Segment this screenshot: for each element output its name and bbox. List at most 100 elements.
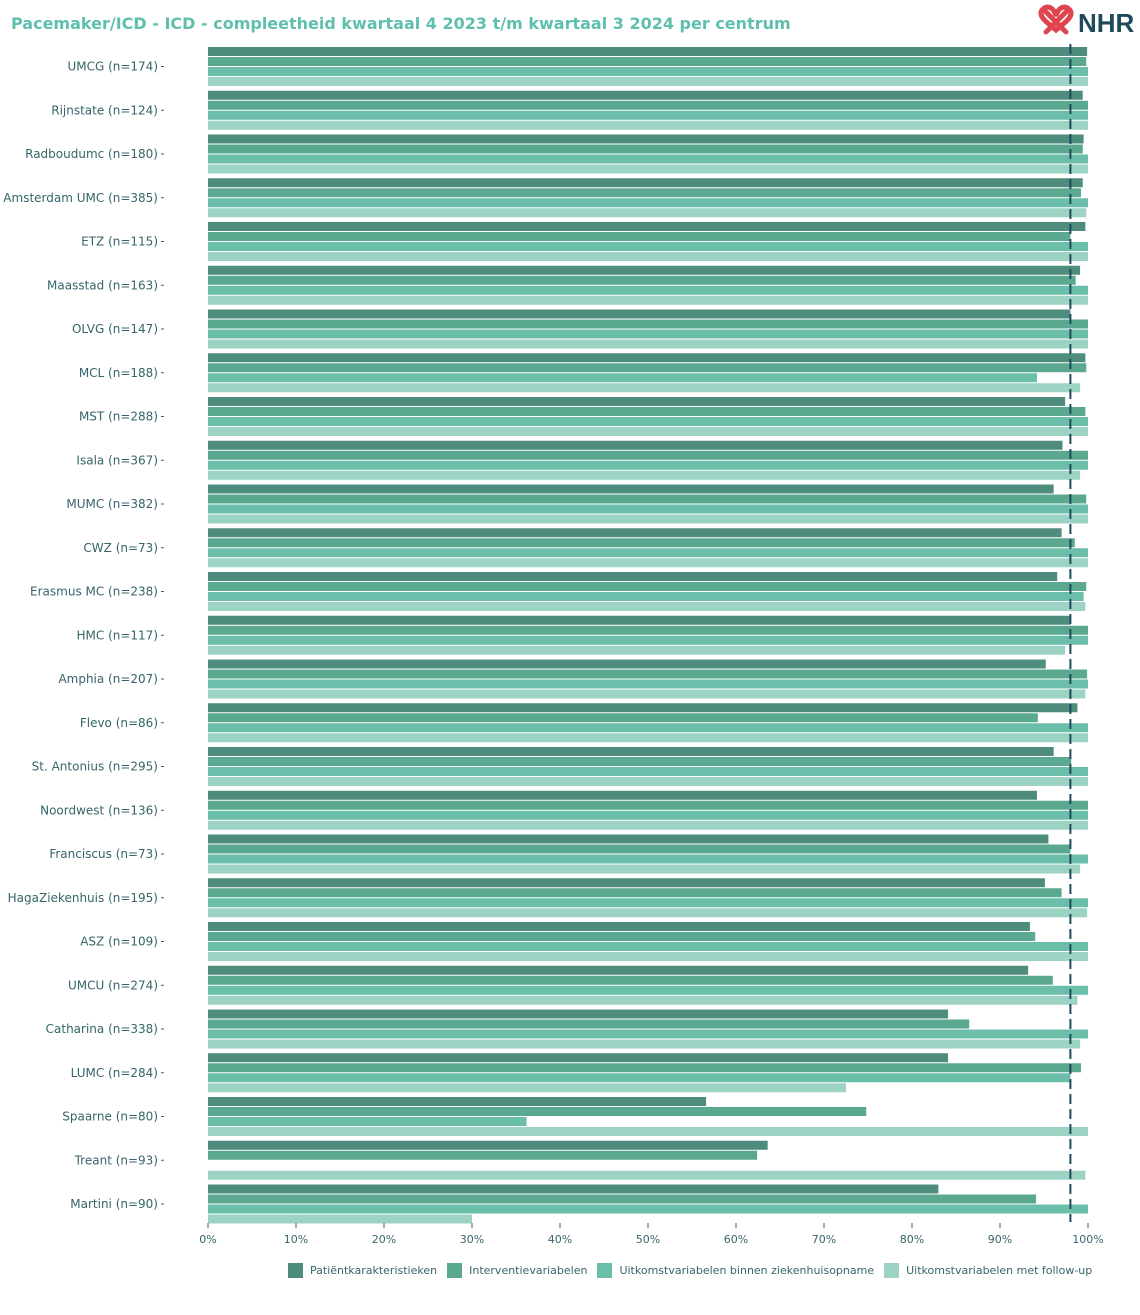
bar-4 [208, 1214, 472, 1224]
bar-1 [208, 965, 1029, 975]
category-label: Rijnstate (n=124) [51, 103, 158, 117]
bar-2 [208, 932, 1036, 941]
bar-2 [208, 494, 1087, 504]
x-tick-label: 90% [988, 1233, 1012, 1246]
category-label: Franciscus (n=73) [49, 847, 158, 861]
category-label: HMC (n=117) [77, 628, 159, 642]
bar-3 [208, 67, 1088, 76]
legend-swatch [447, 1263, 463, 1278]
x-tick-label: 100% [1072, 1233, 1103, 1246]
legend-label: Uitkomstvariabelen met follow-up [906, 1264, 1093, 1277]
bar-2 [208, 275, 1076, 285]
legend-swatch [597, 1263, 613, 1278]
bar-2 [208, 232, 1071, 241]
bar-4 [208, 995, 1078, 1005]
bar-3 [208, 723, 1088, 733]
bar-4 [208, 339, 1088, 349]
bar-1 [208, 265, 1081, 275]
bar-4 [208, 908, 1088, 918]
bar-3 [208, 329, 1088, 339]
logo-text: NHR [1078, 8, 1135, 38]
bar-4 [208, 1039, 1081, 1049]
category-label: UMCG (n=174) [67, 60, 158, 74]
bar-4 [208, 864, 1081, 874]
legend-label: Interventievariabelen [469, 1264, 588, 1277]
bar-1 [208, 222, 1086, 231]
bar-2 [208, 188, 1081, 198]
bar-2 [208, 1019, 970, 1029]
legend-label: Uitkomstvariabelen binnen ziekenhuisopna… [619, 1264, 875, 1277]
bar-4 [208, 602, 1086, 611]
bar-4 [208, 1127, 1088, 1136]
bar-1 [208, 1097, 707, 1106]
bar-3 [208, 854, 1088, 864]
bar-1 [208, 1184, 939, 1194]
category-label: Flevo (n=86) [80, 716, 158, 730]
category-label: Isala (n=367) [76, 453, 158, 467]
category-label: ASZ (n=109) [80, 935, 158, 949]
bar-1 [208, 1053, 949, 1063]
category-label: Noordwest (n=136) [40, 803, 158, 817]
bar-4 [208, 952, 1088, 961]
x-tick-label: 20% [372, 1233, 396, 1246]
bar-1 [208, 484, 1054, 494]
bar-4 [208, 689, 1086, 699]
bar-2 [208, 1107, 867, 1116]
bar-3 [208, 1204, 1088, 1214]
bar-1 [208, 178, 1083, 188]
x-tick-label: 0% [199, 1233, 216, 1246]
bar-3 [208, 898, 1088, 908]
bar-3 [208, 285, 1088, 295]
bar-3 [208, 592, 1084, 601]
bar-1 [208, 703, 1078, 713]
bar-3 [208, 417, 1088, 426]
bar-2 [208, 1063, 1081, 1073]
bar-2 [208, 975, 1053, 985]
bar-1 [208, 659, 1046, 669]
category-label: MCL (n=188) [79, 366, 158, 380]
category-label: UMCU (n=274) [68, 978, 158, 992]
category-label: MST (n=288) [79, 410, 158, 424]
bar-2 [208, 713, 1038, 723]
bar-3 [208, 767, 1088, 776]
bar-1 [208, 572, 1058, 581]
category-label: Amphia (n=207) [58, 672, 158, 686]
category-label: Erasmus MC (n=238) [30, 585, 158, 599]
bar-3 [208, 110, 1088, 120]
bar-3 [208, 460, 1088, 470]
bar-3 [208, 548, 1088, 558]
bar-2 [208, 407, 1086, 416]
category-label: LUMC (n=284) [71, 1066, 158, 1080]
bar-2 [208, 844, 1071, 854]
bar-4 [208, 1170, 1086, 1180]
bar-4 [208, 1083, 846, 1093]
bar-1 [208, 834, 1049, 844]
legend: Patiëntkarakteristieken Interventievariab… [288, 1263, 1102, 1278]
heart-cross-icon [1038, 4, 1074, 35]
bar-1 [208, 47, 1088, 56]
bar-2 [208, 57, 1087, 66]
bar-4 [208, 427, 1088, 436]
bar-4 [208, 77, 1088, 86]
legend-item: Interventievariabelen [447, 1263, 587, 1278]
bar-2 [208, 450, 1088, 460]
bar-2 [208, 888, 1062, 898]
bar-4 [208, 777, 1088, 786]
bar-4 [208, 645, 1066, 655]
bar-1 [208, 878, 1045, 888]
bar-1 [208, 790, 1037, 800]
category-label: CWZ (n=73) [83, 541, 158, 555]
nhr-logo: NHR [1038, 4, 1135, 38]
x-tick-label: 80% [900, 1233, 924, 1246]
bar-2 [208, 625, 1088, 635]
bar-1 [208, 1140, 768, 1150]
legend-swatch [884, 1263, 900, 1278]
bar-4 [208, 295, 1088, 305]
bar-1 [208, 1009, 949, 1019]
bar-4 [208, 733, 1088, 743]
bar-3 [208, 942, 1088, 951]
category-label: HagaZiekenhuis (n=195) [8, 891, 158, 905]
bar-3 [208, 198, 1088, 208]
bar-4 [208, 383, 1081, 393]
x-tick-label: 30% [460, 1233, 484, 1246]
